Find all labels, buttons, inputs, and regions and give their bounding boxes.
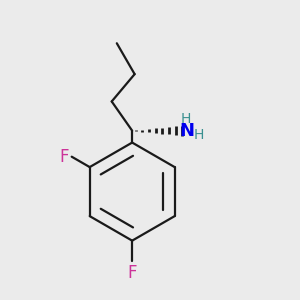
- Text: F: F: [128, 264, 137, 282]
- Text: N: N: [180, 122, 195, 140]
- Text: H: H: [194, 128, 204, 142]
- Text: H: H: [181, 112, 191, 126]
- Text: F: F: [59, 148, 69, 166]
